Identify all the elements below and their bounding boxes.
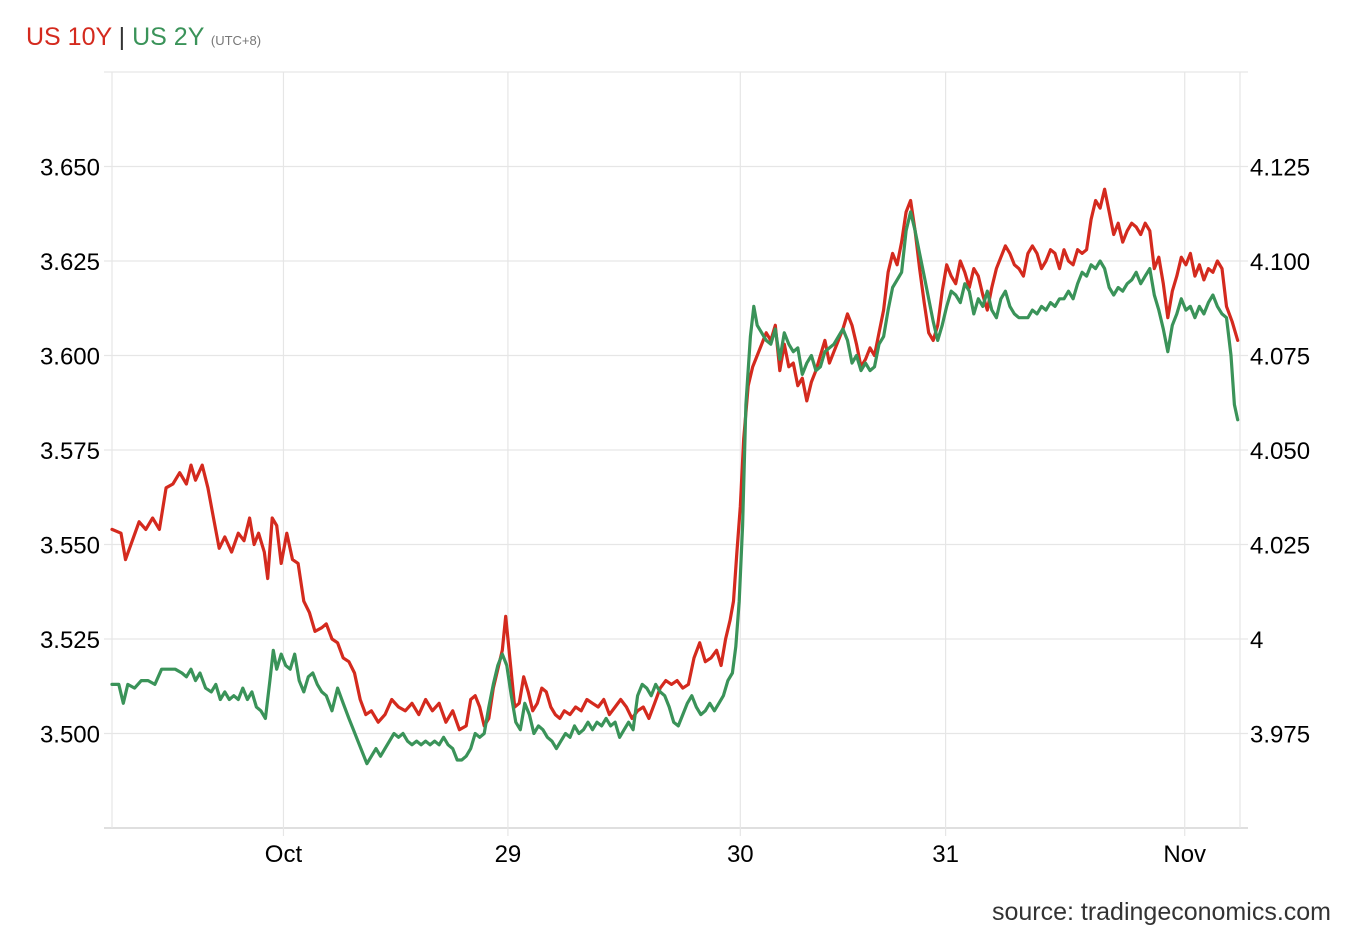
x-axis-tick-label: 29	[495, 841, 522, 868]
x-axis-tick-label: Oct	[265, 841, 303, 868]
left-axis-tick-label: 3.650	[40, 155, 100, 182]
yield-line-chart: 3.650 4.125 3.625 4.100 3.600 4.075 3.575 4.050…	[40, 71, 1310, 868]
legend-us10y: US 10Y	[26, 23, 112, 51]
x-axis-tick-label: 30	[727, 841, 754, 868]
left-axis-tick-label: 3.625	[40, 249, 100, 276]
left-axis-tick-label: 3.600	[40, 344, 100, 371]
right-axis-tick-label: 4.125	[1250, 155, 1310, 182]
left-axis-tick-label: 3.575	[40, 438, 100, 465]
x-axis-tick-label: Nov	[1163, 841, 1206, 868]
right-axis-tick-label: 4.075	[1250, 344, 1310, 371]
legend-separator: |	[118, 23, 126, 51]
chart-legend: US 10Y | US 2Y (UTC+8)	[26, 22, 261, 56]
legend-timezone: (UTC+8)	[210, 33, 262, 48]
legend-us2y: US 2Y	[132, 23, 204, 51]
left-axis-tick-label: 3.550	[40, 533, 100, 560]
right-axis-tick-label: 4	[1250, 627, 1263, 654]
right-axis-tick-label: 4.025	[1250, 533, 1310, 560]
series-line-us10y	[110, 187, 1240, 732]
x-axis-tick-label: 31	[932, 841, 959, 868]
source-credit: source: tradingeconomics.com	[991, 898, 1331, 926]
right-axis-tick-label: 4.100	[1250, 249, 1310, 276]
right-axis-tick-label: 3.975	[1250, 722, 1310, 749]
left-axis-tick-label: 3.500	[40, 722, 100, 749]
series-line-us2y	[110, 210, 1240, 766]
right-axis-tick-label: 4.050	[1250, 438, 1310, 465]
left-axis-tick-label: 3.525	[40, 627, 100, 654]
